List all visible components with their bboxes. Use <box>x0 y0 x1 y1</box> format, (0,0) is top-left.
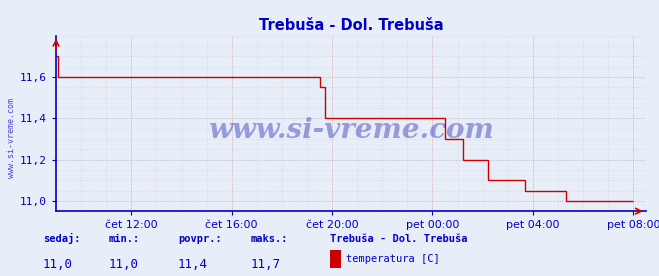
Text: Trebuša - Dol. Trebuša: Trebuša - Dol. Trebuša <box>330 233 467 243</box>
Text: 11,7: 11,7 <box>250 258 281 271</box>
Text: maks.:: maks.: <box>250 233 288 243</box>
Text: 11,4: 11,4 <box>178 258 208 271</box>
Text: min.:: min.: <box>109 233 140 243</box>
Text: 11,0: 11,0 <box>43 258 73 271</box>
Text: 11,0: 11,0 <box>109 258 139 271</box>
Text: povpr.:: povpr.: <box>178 233 221 243</box>
Text: temperatura [C]: temperatura [C] <box>346 254 440 264</box>
Text: www.si-vreme.com: www.si-vreme.com <box>208 117 494 144</box>
Text: sedaj:: sedaj: <box>43 232 80 243</box>
Title: Trebuša - Dol. Trebuša: Trebuša - Dol. Trebuša <box>258 18 444 33</box>
Text: www.si-vreme.com: www.si-vreme.com <box>7 98 16 178</box>
